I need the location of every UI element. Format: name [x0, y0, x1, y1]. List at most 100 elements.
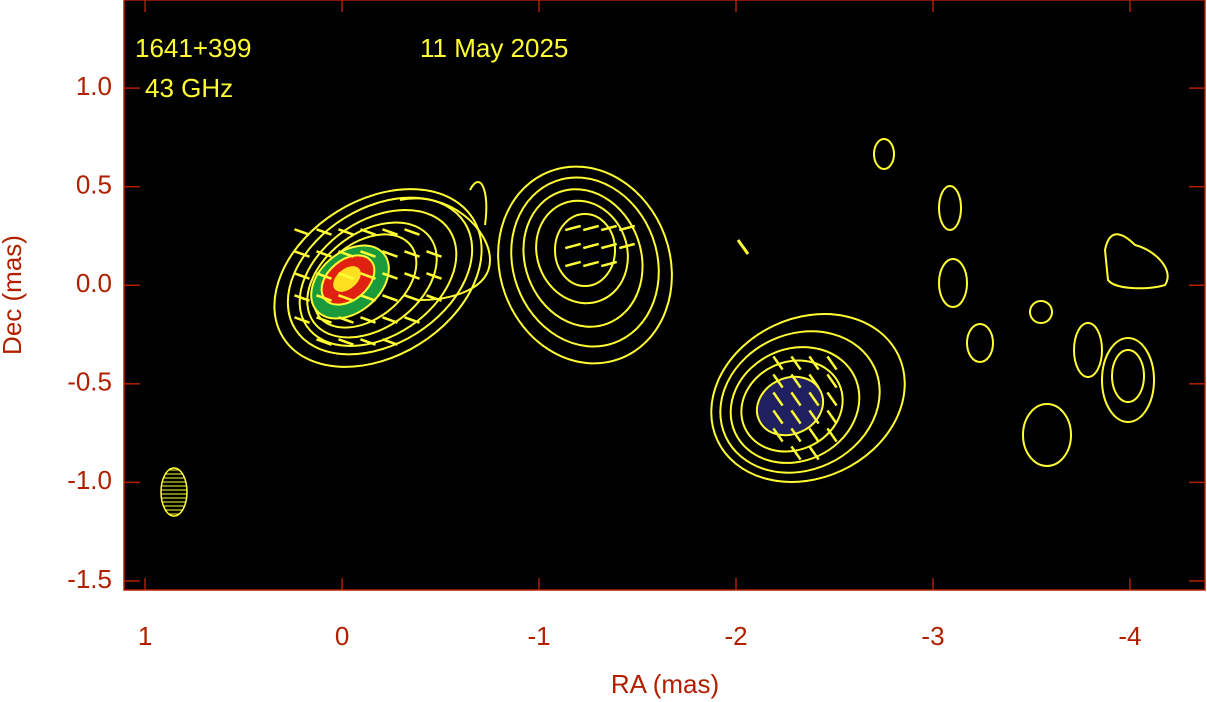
pol-stick — [826, 355, 838, 371]
pol-stick — [316, 316, 332, 324]
pol-stick — [564, 242, 582, 250]
contour — [298, 208, 458, 348]
pol-stick — [338, 250, 354, 258]
pol-stick — [618, 224, 636, 232]
x-tick-label: -3 — [921, 621, 944, 651]
pol-stick — [790, 355, 802, 371]
pol-stick — [826, 427, 838, 443]
pol-stick — [338, 294, 354, 302]
pol-stick — [382, 272, 398, 280]
pol-stick — [360, 272, 376, 280]
contour — [938, 185, 962, 231]
pol-stick — [404, 316, 420, 324]
pol-stick — [582, 260, 600, 268]
pol-stick — [382, 316, 398, 324]
pol-stick — [808, 445, 820, 461]
pol-stick — [582, 242, 600, 250]
y-tick-label: 0.0 — [76, 268, 112, 298]
contour — [522, 188, 644, 328]
pol-stick — [600, 242, 618, 250]
pol-stick — [360, 250, 376, 258]
pol-stick — [316, 228, 332, 236]
x-axis-label: RA (mas) — [611, 669, 719, 699]
contour — [497, 165, 673, 365]
contour — [1103, 233, 1169, 290]
contour — [306, 221, 438, 339]
contour — [719, 330, 881, 474]
pol-stick — [360, 228, 376, 236]
pol-stick — [736, 239, 750, 255]
y-axis-label: Dec (mas) — [0, 235, 27, 355]
beam — [160, 467, 188, 517]
pol-stick — [382, 228, 398, 236]
contour — [510, 176, 660, 348]
x-tick-label: -4 — [1118, 621, 1141, 651]
pol-stick — [316, 338, 332, 346]
contour — [399, 197, 492, 301]
contour — [469, 181, 488, 226]
pol-stick — [294, 272, 310, 280]
pol-stick — [582, 224, 600, 232]
pol-stick — [338, 272, 354, 280]
pol-stick — [294, 228, 310, 236]
pol-stick — [600, 260, 618, 268]
pol-stick — [338, 316, 354, 324]
pol-stick — [360, 294, 376, 302]
pol-stick — [404, 272, 420, 280]
x-tick-label: -1 — [527, 621, 550, 651]
pol-stick — [826, 391, 838, 407]
pol-stick — [564, 224, 582, 232]
pol-stick — [360, 316, 376, 324]
pol-stick — [618, 242, 636, 250]
pol-stick — [294, 294, 310, 302]
x-tick-label: 0 — [335, 621, 349, 651]
pol-stick — [790, 391, 802, 407]
pol-stick — [808, 427, 820, 443]
pol-stick — [360, 338, 376, 346]
pol-stick — [772, 355, 784, 371]
contour — [273, 188, 483, 368]
annotation: 11 May 2025 — [420, 33, 568, 63]
contour — [1111, 349, 1145, 403]
pol-stick — [826, 409, 838, 425]
pol-stick — [338, 228, 354, 236]
pol-stick — [826, 373, 838, 389]
pol-stick — [808, 373, 820, 389]
x-tick-label: 1 — [138, 621, 152, 651]
pol-stick — [790, 427, 802, 443]
y-tick-label: -1.0 — [67, 465, 112, 495]
annotation: 1641+399 — [135, 33, 251, 63]
pol-stick — [316, 294, 332, 302]
pol-stick — [382, 338, 398, 346]
frame — [123, 0, 1206, 591]
contour — [286, 196, 474, 356]
contour — [729, 346, 861, 464]
pol-stick — [790, 373, 802, 389]
pol-stick — [772, 409, 784, 425]
contour — [710, 313, 906, 483]
pol-stick — [808, 355, 820, 371]
pol-stick — [564, 260, 582, 268]
polarization — [294, 224, 838, 461]
contour — [1101, 337, 1155, 423]
pol-stick — [338, 338, 354, 346]
contour — [966, 323, 994, 363]
contour — [873, 138, 895, 170]
contour — [1029, 300, 1053, 324]
contour — [535, 199, 629, 305]
contour — [938, 258, 968, 308]
y-tick-label: 1.0 — [76, 71, 112, 101]
x-tick-label: -2 — [724, 621, 747, 651]
pol-stick — [772, 373, 784, 389]
pol-stick — [808, 409, 820, 425]
pol-stick — [316, 250, 332, 258]
pol-stick — [772, 391, 784, 407]
pol-stick — [382, 294, 398, 302]
pol-stick — [772, 427, 784, 443]
pol-stick — [404, 228, 420, 236]
pol-stick — [404, 250, 420, 258]
pol-stick — [790, 445, 802, 461]
y-tick-label: -1.5 — [67, 564, 112, 594]
contour — [1022, 403, 1072, 467]
